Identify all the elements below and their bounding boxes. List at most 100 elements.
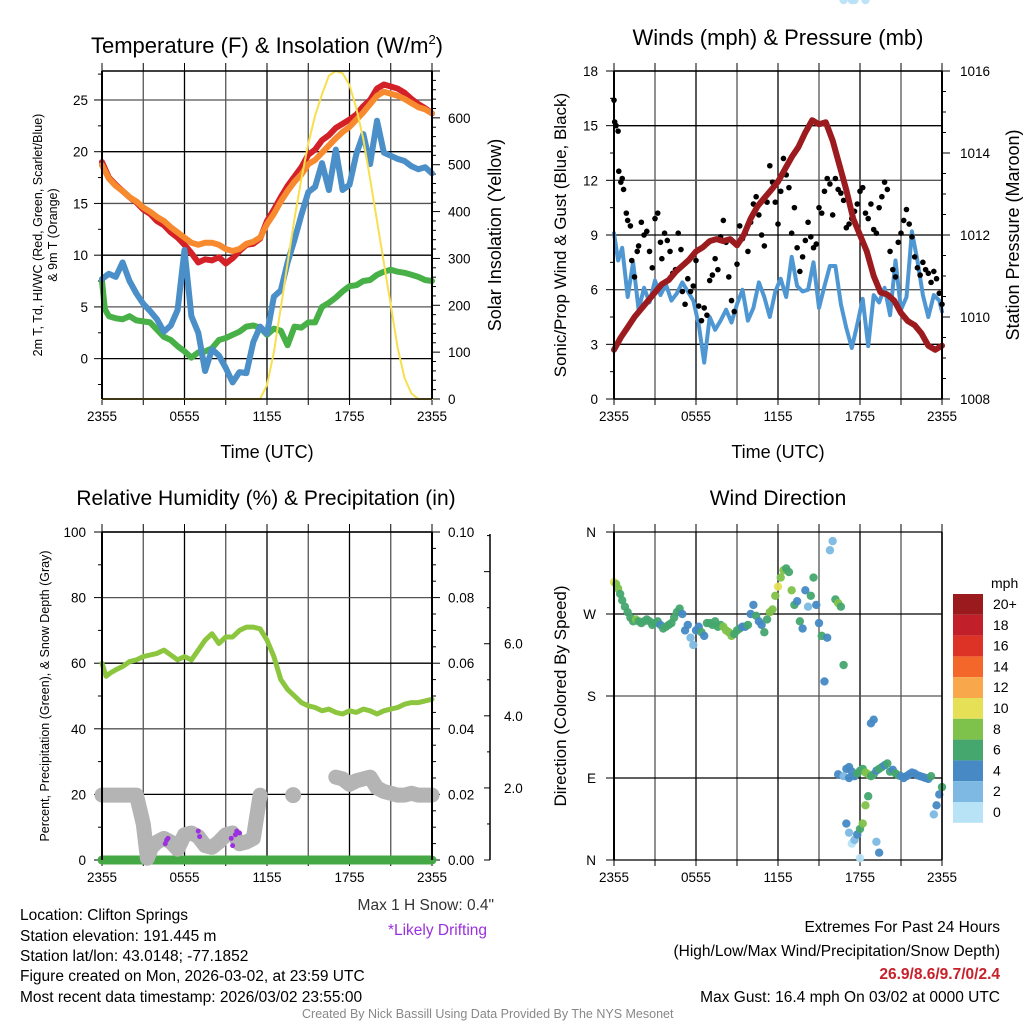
y2-tick-label: 1016 xyxy=(960,64,990,79)
gust-point xyxy=(712,255,718,262)
y2-tick-label: 1014 xyxy=(960,146,991,161)
direction-point xyxy=(618,596,627,605)
y2-tick-label: 0.04 xyxy=(448,722,475,737)
latest-timestamp-text: Most recent data timestamp: 2026/03/02 2… xyxy=(20,989,363,1006)
legend-swatch xyxy=(953,594,983,615)
legend-swatch xyxy=(953,760,983,782)
gust-point xyxy=(775,221,781,227)
y2-tick-label: 0.06 xyxy=(448,656,474,671)
x-tick-label: 0555 xyxy=(681,409,711,424)
direction-point xyxy=(861,0,870,5)
y-tick-label: N xyxy=(586,525,596,540)
gust-point xyxy=(736,223,743,229)
y2-tick-label: 100 xyxy=(448,345,471,360)
gust-point xyxy=(824,175,830,182)
direction-point xyxy=(809,573,818,582)
direction-point xyxy=(798,624,807,633)
gust-point xyxy=(917,272,923,278)
direction-point xyxy=(812,600,821,610)
y-tick-label: 100 xyxy=(63,525,86,540)
y-tick-label: 15 xyxy=(583,119,598,134)
direction-point xyxy=(762,615,772,624)
gust-point xyxy=(690,283,697,289)
extremes-values: 26.9/8.6/9.7/0/2.4 xyxy=(879,966,1000,983)
gust-point xyxy=(887,248,893,255)
speed-legend: mph 20+ 18 16 14 12 10 8 6 4 2 0 xyxy=(953,575,1018,823)
gust-point xyxy=(761,243,768,249)
gust-point xyxy=(687,288,694,295)
gust-point xyxy=(709,272,716,278)
direction-point xyxy=(686,633,695,642)
humidity-chart: 2355 0555 1155 1755 23550204060801000.000.02… xyxy=(38,487,523,885)
direction-point xyxy=(683,620,692,630)
gust-point xyxy=(635,243,642,249)
x-tick-label: 1155 xyxy=(252,409,281,424)
gust-point xyxy=(813,241,820,247)
series-line-snow-depth xyxy=(94,787,268,866)
gust-point xyxy=(715,266,721,273)
x-tick-label: 2355 xyxy=(417,870,447,885)
gust-point xyxy=(931,268,937,275)
gust-point xyxy=(868,201,874,207)
x-tick-label: 2355 xyxy=(87,870,117,885)
direction-point xyxy=(861,801,870,810)
direction-point xyxy=(828,536,837,546)
legend-label: 4 xyxy=(993,762,1001,778)
gust-point xyxy=(731,308,738,315)
title-superscript: 2 xyxy=(428,32,435,47)
gust-point xyxy=(859,184,866,191)
direction-point xyxy=(855,853,865,863)
series-line-hi-wc xyxy=(99,117,435,386)
gust-point xyxy=(854,201,861,207)
legend-label: 18 xyxy=(993,617,1009,633)
gust-point xyxy=(646,248,653,255)
y-tick-label: 18 xyxy=(583,64,598,79)
gust-point xyxy=(821,188,828,195)
legend-label: 6 xyxy=(993,742,1001,758)
y-axis-label: Direction (Colored By Speed) xyxy=(551,585,570,806)
title-end: ) xyxy=(436,33,443,58)
x-tick-label: 1155 xyxy=(763,409,792,424)
x-tick-label: 1755 xyxy=(845,870,875,885)
title-main: Temperature (F) & Insolation (W/m xyxy=(91,33,428,58)
gust-point xyxy=(624,217,631,224)
direction-point xyxy=(773,582,783,591)
gust-point xyxy=(704,312,710,318)
gust-point xyxy=(619,175,625,182)
figure-created-text: Figure created on Mon, 2026-03-02, at 23… xyxy=(20,968,365,985)
gust-point xyxy=(706,277,713,284)
y-axis-label-line1: 2m T, Td, HI/WC (Red, Green, Scarlet/Blu… xyxy=(31,114,45,357)
gust-point xyxy=(679,288,686,295)
x-tick-label: 2355 xyxy=(599,409,629,424)
max-snow-text: Max 1 H Snow: 0.4" xyxy=(357,897,494,914)
gust-point xyxy=(797,268,803,275)
credit-text: Created By Nick Bassill Using Data Provi… xyxy=(302,1007,674,1021)
y-axis-label-line2: & 9m T (Orange) xyxy=(46,188,60,281)
gust-point xyxy=(876,204,882,211)
drifting-point xyxy=(165,835,171,841)
direction-point xyxy=(749,600,758,610)
y-axis-label: Percent, Precipitation (Green), & Snow D… xyxy=(38,550,52,841)
y-tick-label: 15 xyxy=(73,196,88,211)
gust-point xyxy=(615,128,621,134)
gust-point xyxy=(649,265,656,271)
y-tick-label: 20 xyxy=(73,145,88,160)
gust-point xyxy=(652,215,658,222)
direction-point xyxy=(864,792,873,801)
direction-point xyxy=(678,609,687,619)
gust-point xyxy=(767,162,773,169)
series-line-solar-insolation xyxy=(101,70,433,400)
direction-point xyxy=(795,617,805,626)
y-tick-label: E xyxy=(587,771,596,786)
direction-point xyxy=(803,602,813,611)
legend-swatch xyxy=(953,656,983,678)
legend-swatch xyxy=(953,718,983,740)
gust-point xyxy=(892,274,899,280)
y-tick-label: 20 xyxy=(71,787,86,802)
gust-point xyxy=(685,275,691,282)
direction-point xyxy=(776,573,785,582)
temperature-chart: 2355 0555 1155 1755 235505101520250100200300… xyxy=(31,32,505,462)
direction-point xyxy=(872,837,881,846)
direction-point xyxy=(757,620,766,630)
drifting-point xyxy=(197,834,203,840)
